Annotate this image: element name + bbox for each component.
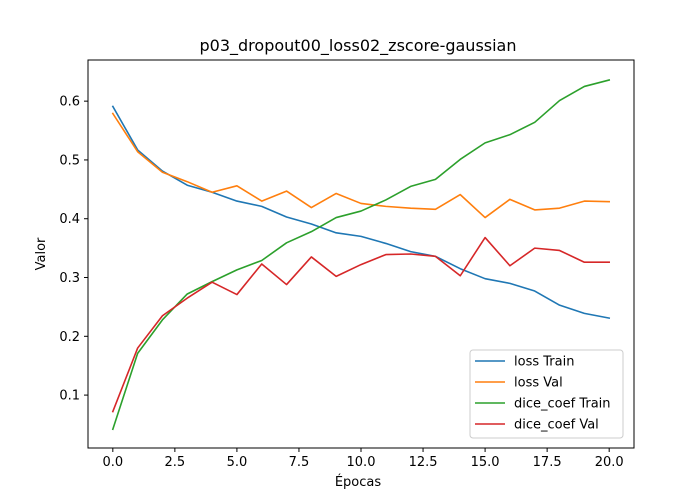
legend-label-dice-coef-val: dice_coef Val [514, 418, 599, 433]
legend-label-loss-train: loss Train [514, 355, 574, 370]
y-axis-label: Valor [34, 237, 49, 270]
plot-series [111, 79, 611, 431]
legend: loss Train loss Val dice_coef Train dice_co… [469, 349, 624, 439]
series-line-loss-train [111, 105, 611, 320]
x-axis: 0.0 2.5 5.0 7.5 10.0 12.5 15.0 17.5 20.0 [102, 448, 624, 470]
x-axis-label: Épocas [335, 474, 382, 490]
series-line-dice-coef-val [111, 236, 610, 413]
x-tick-label: 17.5 [533, 455, 562, 470]
x-tick-label: 10.0 [347, 455, 376, 470]
y-tick-label: 0.6 [59, 95, 80, 110]
y-tick-label: 0.1 [59, 389, 80, 404]
y-tick-label: 0.3 [59, 271, 80, 286]
x-tick-label: 20.0 [595, 455, 624, 470]
y-tick-label: 0.2 [59, 330, 80, 345]
chart-title: p03_dropout00_loss02_zscore-gaussian [200, 36, 517, 56]
x-tick-label: 0.0 [102, 455, 123, 470]
y-tick-label: 0.5 [59, 153, 80, 168]
series-line-loss-val [111, 112, 610, 219]
x-tick-label: 7.5 [289, 455, 310, 470]
legend-label-dice-coef-train: dice_coef Train [514, 397, 611, 412]
legend-label-loss-val: loss Val [514, 376, 563, 391]
y-axis: 0.1 0.2 0.3 0.4 0.5 0.6 [59, 95, 88, 404]
x-tick-label: 2.5 [165, 455, 186, 470]
series-line-dice-coef-train [111, 79, 611, 431]
x-tick-label: 12.5 [409, 455, 438, 470]
y-tick-label: 0.4 [59, 212, 80, 227]
x-tick-label: 5.0 [227, 455, 248, 470]
legend-box [469, 349, 624, 439]
x-tick-label: 15.0 [471, 455, 500, 470]
